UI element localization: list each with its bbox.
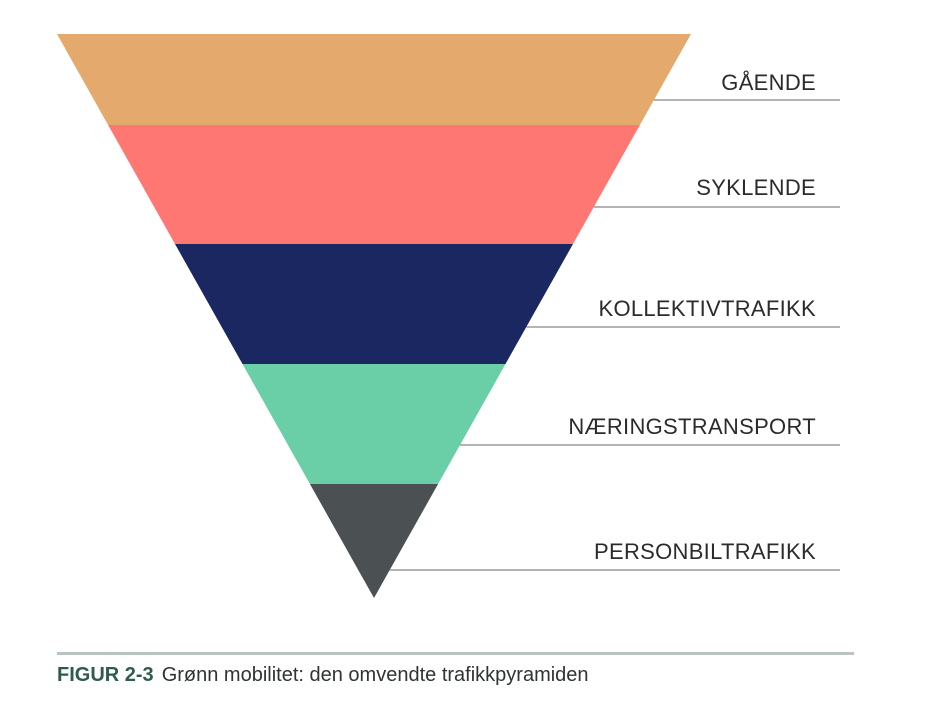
figure-caption: FIGUR 2-3 Grønn mobilitet: den omvendte t… <box>57 664 589 687</box>
pyramid-band-1 <box>57 34 691 125</box>
figure-number: FIGUR 2-3 <box>57 664 154 686</box>
level-label-4: NÆRINGSTRANSPORT <box>568 414 816 439</box>
pyramid-band-2 <box>108 125 640 244</box>
level-label-5: PERSONBILTRAFIKK <box>594 539 816 564</box>
figure-caption-text: Grønn mobilitet: den omvendte trafikkpyr… <box>161 664 589 686</box>
pyramid-band-5 <box>309 484 439 598</box>
pyramid-band-4 <box>242 364 506 484</box>
level-label-1: GÅENDE <box>721 70 816 95</box>
level-label-2: SYKLENDE <box>696 175 816 200</box>
pyramid-band-3 <box>175 244 573 364</box>
level-label-3: KOLLEKTIVTRAFIKK <box>598 296 816 321</box>
caption-divider <box>57 652 854 655</box>
